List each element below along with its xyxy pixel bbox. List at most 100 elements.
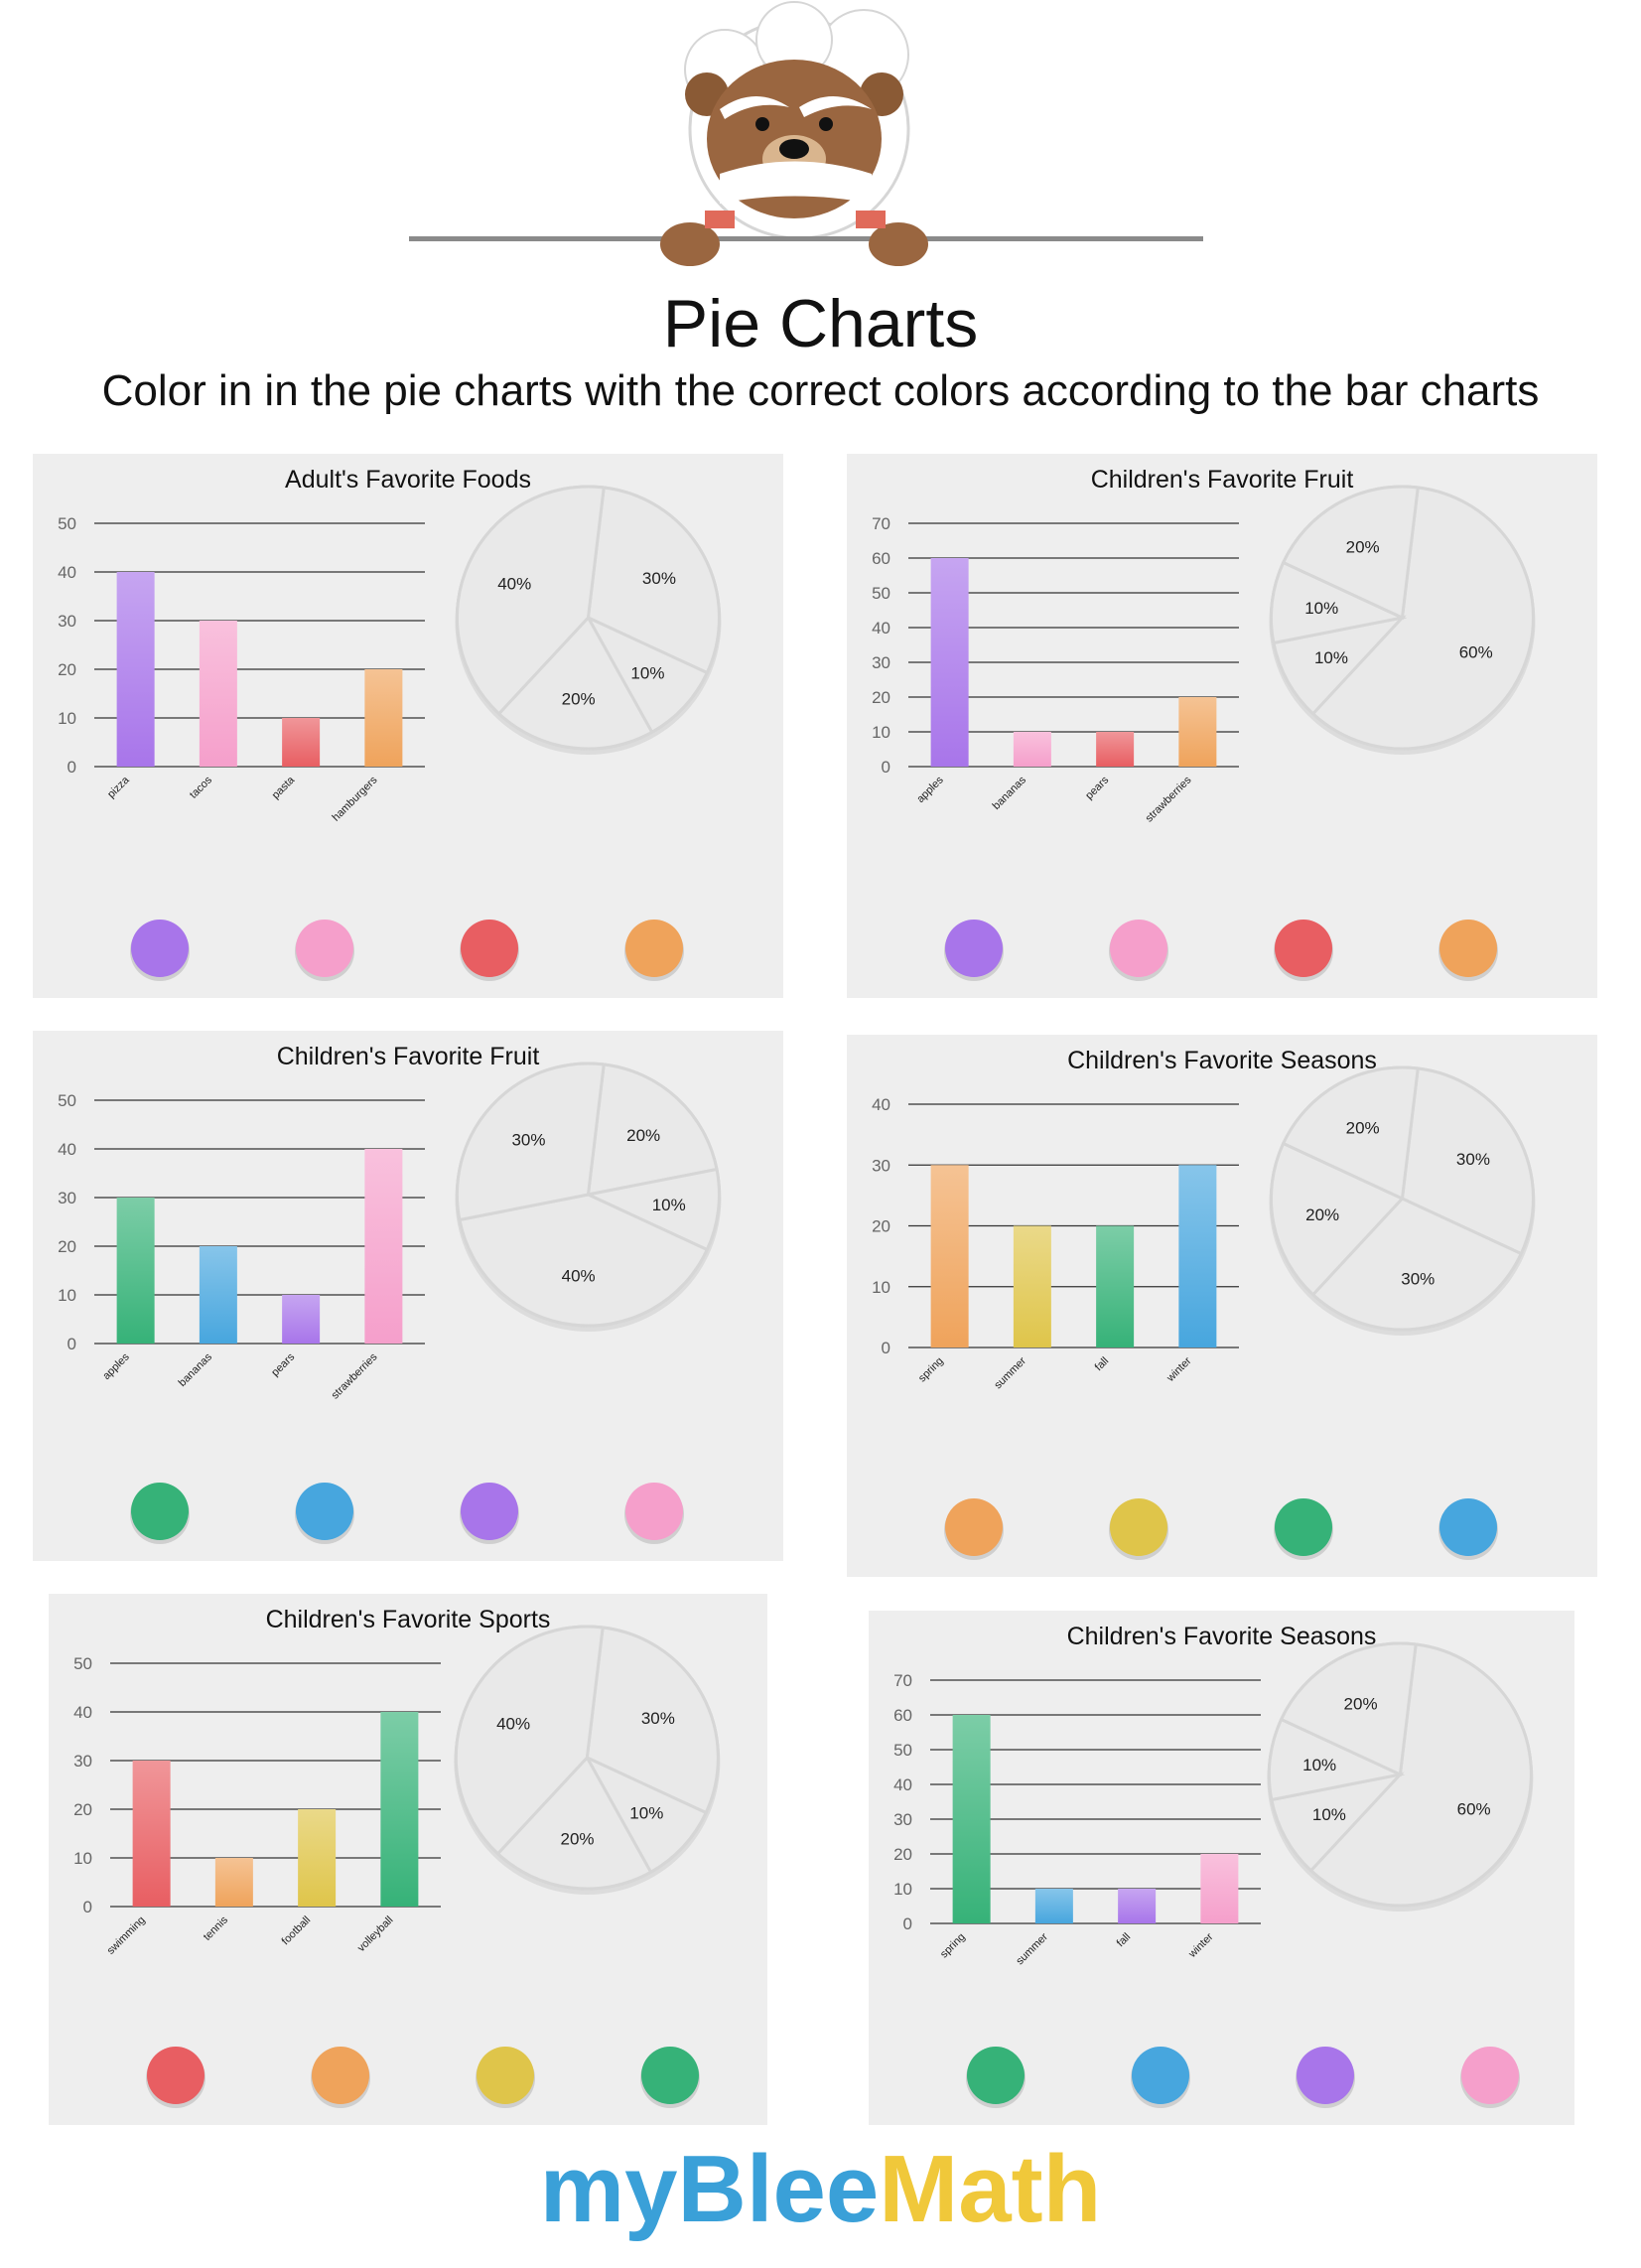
bar-apples bbox=[116, 1198, 155, 1344]
y-tick-label: 0 bbox=[882, 1339, 890, 1357]
color-swatch-blue[interactable] bbox=[1132, 2047, 1189, 2104]
pie-slice[interactable] bbox=[585, 1626, 720, 1815]
pie-slice[interactable] bbox=[1310, 1197, 1524, 1332]
bar-tacos bbox=[199, 621, 237, 767]
chart-panel-children-fruit-2: Children's Favorite Fruit 0 10 20 30 40 50 appl… bbox=[33, 1031, 783, 1561]
pie-slice[interactable] bbox=[1281, 1065, 1420, 1202]
color-swatch-red[interactable] bbox=[1275, 920, 1332, 977]
brand-part-1: myBlee bbox=[539, 2136, 880, 2242]
pie-slice[interactable] bbox=[1281, 485, 1420, 621]
color-swatch-orange[interactable] bbox=[312, 2047, 369, 2104]
bar-fall bbox=[1096, 1225, 1135, 1347]
color-swatch-pink[interactable] bbox=[296, 920, 353, 977]
color-swatch-pink[interactable] bbox=[625, 1483, 683, 1540]
color-swatch-purple[interactable] bbox=[1297, 2047, 1354, 2104]
pie-slice[interactable] bbox=[458, 1193, 710, 1328]
pie-slice[interactable] bbox=[456, 485, 606, 716]
y-tick-label: 30 bbox=[872, 653, 890, 672]
color-swatch-orange[interactable] bbox=[625, 920, 683, 977]
color-swatch-blue[interactable] bbox=[1439, 1498, 1497, 1556]
bar-fall bbox=[1118, 1889, 1157, 1923]
pie-slice[interactable] bbox=[1267, 1717, 1406, 1802]
y-tick-label: 0 bbox=[882, 758, 890, 777]
y-tick-label: 40 bbox=[872, 619, 890, 638]
y-tick-label: 20 bbox=[58, 1237, 76, 1256]
pie-slice[interactable] bbox=[495, 1755, 653, 1891]
color-swatch-green[interactable] bbox=[641, 2047, 699, 2104]
y-tick-label: 10 bbox=[872, 1278, 890, 1297]
color-swatch-pink[interactable] bbox=[1461, 2047, 1519, 2104]
y-tick-label: 50 bbox=[58, 1091, 76, 1110]
pie-slice[interactable] bbox=[1269, 1141, 1405, 1297]
color-swatch-green[interactable] bbox=[1275, 1498, 1332, 1556]
chart-panel-children-sports: Children's Favorite Sports 0 10 20 30 40 50 swi… bbox=[49, 1594, 767, 2125]
x-tick-label: summer bbox=[992, 1354, 1028, 1391]
y-tick-label: 10 bbox=[58, 1286, 76, 1305]
pie-slice[interactable] bbox=[583, 1754, 709, 1875]
chart-panel-children-seasons-2: Children's Favorite Seasons 0 10 20 30 40 50 60… bbox=[869, 1611, 1574, 2125]
color-swatch-blue[interactable] bbox=[296, 1483, 353, 1540]
color-swatch-green[interactable] bbox=[967, 2047, 1025, 2104]
color-swatch-orange[interactable] bbox=[945, 1498, 1003, 1556]
pie-slice-label: 10% bbox=[1312, 1805, 1346, 1824]
y-tick-label: 50 bbox=[58, 514, 76, 533]
pie-slice[interactable] bbox=[586, 486, 721, 675]
y-tick-label: 40 bbox=[58, 563, 76, 582]
color-swatch-orange[interactable] bbox=[1439, 920, 1497, 977]
color-swatch-green[interactable] bbox=[131, 1483, 189, 1540]
bar-tennis bbox=[214, 1858, 253, 1907]
pie-slice[interactable] bbox=[1308, 1642, 1533, 1908]
pie-slice[interactable] bbox=[496, 615, 654, 751]
color-swatch-purple[interactable] bbox=[461, 1483, 518, 1540]
pie-slice[interactable] bbox=[1279, 1641, 1418, 1777]
y-tick-label: 40 bbox=[872, 1095, 890, 1114]
bar-hamburgers bbox=[364, 669, 403, 767]
x-tick-label: winter bbox=[1164, 1354, 1194, 1384]
mascot-illustration bbox=[409, 1, 1203, 266]
pie-slice[interactable] bbox=[1270, 1772, 1405, 1873]
y-tick-label: 30 bbox=[73, 1752, 92, 1771]
pie-slice[interactable] bbox=[455, 1062, 606, 1222]
pie-slice[interactable] bbox=[583, 1167, 721, 1252]
bar-pears bbox=[1096, 732, 1135, 767]
pie-slice-label: 10% bbox=[652, 1196, 686, 1214]
chart-panel-adults-foods: Adult's Favorite Foods 0 10 20 30 40 50 pizza ta… bbox=[33, 454, 783, 998]
color-swatch-pink[interactable] bbox=[1110, 920, 1167, 977]
color-swatch-purple[interactable] bbox=[131, 920, 189, 977]
mascot-shelf bbox=[409, 236, 1203, 241]
x-tick-label: tennis bbox=[202, 1914, 231, 1943]
chart-svg: Children's Favorite Fruit 0 10 20 30 40 50 appl… bbox=[58, 1043, 722, 1544]
x-tick-label: tacos bbox=[188, 774, 214, 800]
x-tick-label: pizza bbox=[105, 774, 132, 800]
color-swatch-purple[interactable] bbox=[945, 920, 1003, 977]
pie-slice[interactable] bbox=[586, 1063, 719, 1197]
bar-apples bbox=[930, 558, 969, 767]
pie-slice[interactable] bbox=[1269, 560, 1408, 645]
color-swatch-red[interactable] bbox=[147, 2047, 205, 2104]
chart-title: Children's Favorite Seasons bbox=[1067, 1623, 1377, 1650]
pie-slice[interactable] bbox=[1400, 1066, 1535, 1256]
pie-slice-label: 20% bbox=[626, 1126, 660, 1145]
x-tick-label: fall bbox=[1093, 1355, 1111, 1373]
chart-panel-children-fruit-1: Children's Favorite Fruit 0 10 20 30 40 50 60 70… bbox=[847, 454, 1597, 998]
pie-slice-label: 20% bbox=[1344, 1695, 1378, 1714]
pie-slice-label: 10% bbox=[1314, 648, 1348, 667]
x-tick-label: swimming bbox=[105, 1914, 148, 1957]
y-tick-label: 10 bbox=[58, 709, 76, 728]
page-subtitle: Color in in the pie charts with the corr… bbox=[101, 366, 1540, 415]
color-swatch-red[interactable] bbox=[461, 920, 518, 977]
y-tick-label: 0 bbox=[83, 1898, 92, 1916]
bar-volleyball bbox=[380, 1712, 419, 1907]
y-tick-label: 40 bbox=[893, 1775, 912, 1794]
pie-slice[interactable] bbox=[584, 614, 710, 735]
pie-slice-label: 30% bbox=[511, 1130, 545, 1149]
pie-slice[interactable] bbox=[1310, 486, 1535, 751]
chart-svg: Adult's Favorite Foods 0 10 20 30 40 50 pizza ta… bbox=[58, 466, 722, 981]
pie-slice[interactable] bbox=[1272, 615, 1407, 716]
color-swatch-yellow[interactable] bbox=[1110, 1498, 1167, 1556]
color-swatch-yellow[interactable] bbox=[477, 2047, 534, 2104]
pie-slice-label: 60% bbox=[1457, 1799, 1491, 1818]
pie-slice[interactable] bbox=[454, 1625, 605, 1856]
pie-slice-label: 60% bbox=[1459, 642, 1493, 661]
bar-spring bbox=[930, 1165, 969, 1347]
